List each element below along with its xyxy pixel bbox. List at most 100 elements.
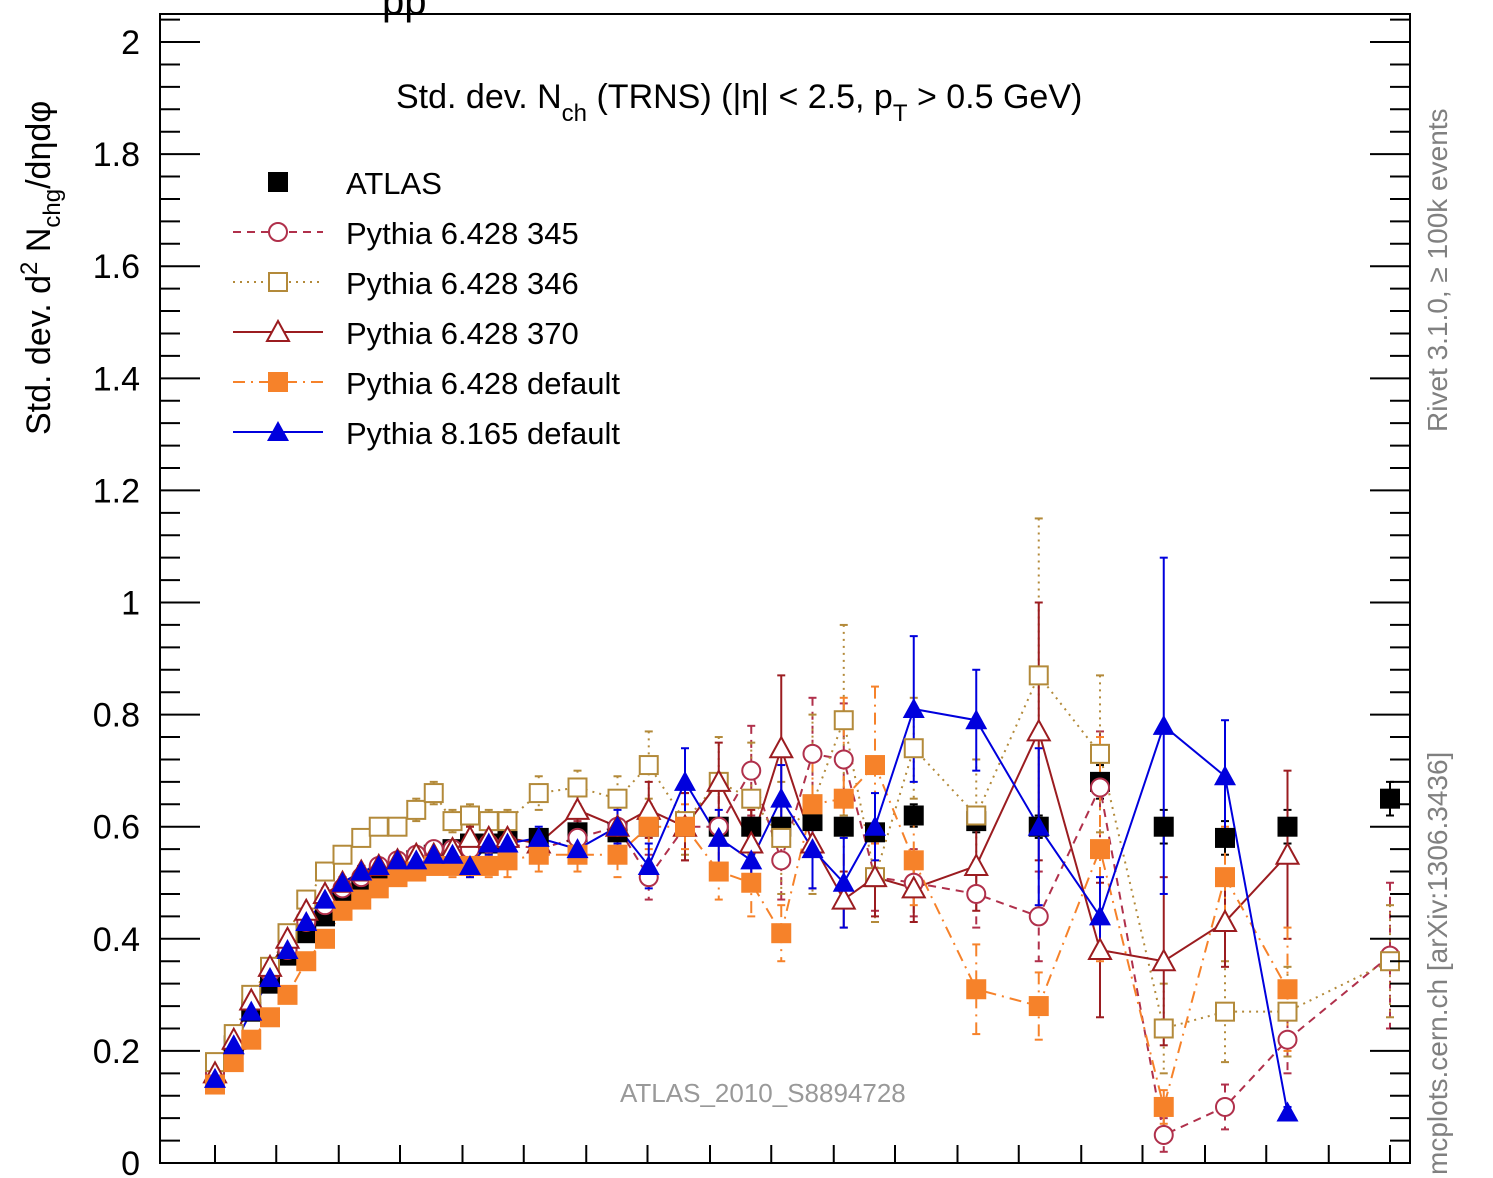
legend-marker: [268, 172, 288, 192]
data-point: [741, 872, 762, 893]
data-point: [903, 805, 924, 826]
data-point: [240, 1000, 263, 1021]
data-point: [351, 889, 372, 910]
data-point: [833, 816, 854, 837]
y-tick-label: 0: [121, 1145, 140, 1178]
data-point: [351, 827, 372, 848]
side-label-rivet: Rivet 3.1.0, ≥ 100k events: [1422, 108, 1453, 432]
data-point: [222, 1034, 245, 1055]
data-point: [606, 815, 629, 836]
data-point: [1215, 1096, 1235, 1117]
data-point: [833, 710, 854, 731]
data-point: [802, 811, 823, 832]
data-point: [1276, 1101, 1299, 1122]
y-tick-label: 1: [121, 585, 140, 623]
plot-frame: [159, 13, 1411, 1164]
data-point: [567, 777, 588, 798]
data-point: [1380, 788, 1400, 809]
data-point: [1153, 1018, 1174, 1039]
data-point: [277, 984, 298, 1005]
data-point: [368, 816, 389, 837]
data-point: [966, 979, 987, 1000]
data-point: [477, 832, 500, 853]
data-point: [607, 788, 628, 809]
data-point: [276, 939, 299, 960]
y-tick-label: 1.2: [93, 472, 140, 510]
data-point: [1153, 816, 1174, 837]
data-point: [771, 923, 792, 944]
data-point: [864, 815, 886, 836]
data-point: [1028, 996, 1049, 1017]
legend-marker: [268, 222, 288, 242]
data-point: [741, 760, 762, 781]
data-point: [1090, 743, 1110, 764]
data-point: [637, 854, 660, 875]
data-point: [1277, 1029, 1298, 1050]
data-point: [903, 738, 924, 759]
legend-label: Pythia 6.428 370: [346, 316, 579, 351]
data-point: [1152, 714, 1175, 735]
data-point: [1027, 815, 1050, 836]
legend: ATLAS Pythia 6.428 345 Pythia 6.428 346 Pyt…: [233, 166, 620, 451]
data-point: [528, 844, 549, 865]
data-point: [966, 883, 987, 904]
data-point: [901, 875, 927, 899]
data-point: [478, 855, 499, 876]
data-point: [442, 811, 463, 832]
data-point: [833, 788, 854, 809]
data-point: [771, 827, 792, 848]
legend-marker: [265, 318, 291, 342]
data-point: [741, 788, 762, 809]
data-point: [457, 824, 483, 848]
data-point: [832, 871, 855, 892]
data-point: [496, 832, 519, 853]
legend-marker: [267, 421, 289, 441]
data-point: [295, 910, 318, 931]
legend-label: Pythia 8.165 default: [346, 416, 620, 451]
data-point: [768, 735, 794, 759]
data-point: [332, 900, 353, 921]
data-point: [315, 861, 335, 882]
data-point: [741, 816, 762, 837]
data-point: [802, 794, 823, 815]
y-tick-label: 0.6: [93, 809, 140, 847]
y-tick-label: 1.4: [93, 360, 140, 398]
legend-marker: [268, 272, 288, 292]
data-point: [1026, 718, 1052, 742]
data-point: [368, 878, 389, 899]
data-point: [204, 1067, 226, 1088]
data-point: [1089, 905, 1111, 926]
data-point: [966, 805, 987, 826]
data-point: [367, 854, 390, 875]
data-point: [1153, 1124, 1174, 1145]
y-tick-label: 0.4: [93, 921, 140, 959]
y-axis-label: Std. dev. d2 Nchg/dηdφ: [16, 101, 66, 435]
data-point: [638, 816, 659, 837]
legend-label: Pythia 6.428 345: [346, 216, 579, 251]
side-label-mcplots: mcplots.cern.ch [arXiv:1306.3436]: [1422, 752, 1453, 1175]
data-point: [636, 796, 662, 820]
data-point: [965, 709, 988, 730]
data-point: [771, 850, 792, 871]
data-point: [1090, 777, 1110, 798]
data-point: [1215, 867, 1235, 888]
data-point: [314, 888, 336, 909]
top-title-fragment: pp: [382, 0, 427, 23]
data-point: [405, 849, 428, 870]
data-point: [386, 849, 409, 870]
y-tick-label: 2: [121, 24, 140, 62]
data-point: [902, 698, 925, 719]
data-point: [963, 852, 989, 876]
data-point: [528, 783, 549, 804]
data-point: [1277, 1001, 1298, 1022]
data-point: [862, 864, 888, 888]
data-point: [1212, 908, 1238, 932]
data-point: [638, 755, 659, 776]
data-point: [801, 838, 824, 859]
data-point: [527, 826, 550, 847]
data-point: [259, 967, 281, 988]
data-point: [331, 871, 354, 892]
legend-marker: [268, 372, 288, 392]
data-point: [387, 816, 408, 837]
data-point: [406, 799, 427, 820]
